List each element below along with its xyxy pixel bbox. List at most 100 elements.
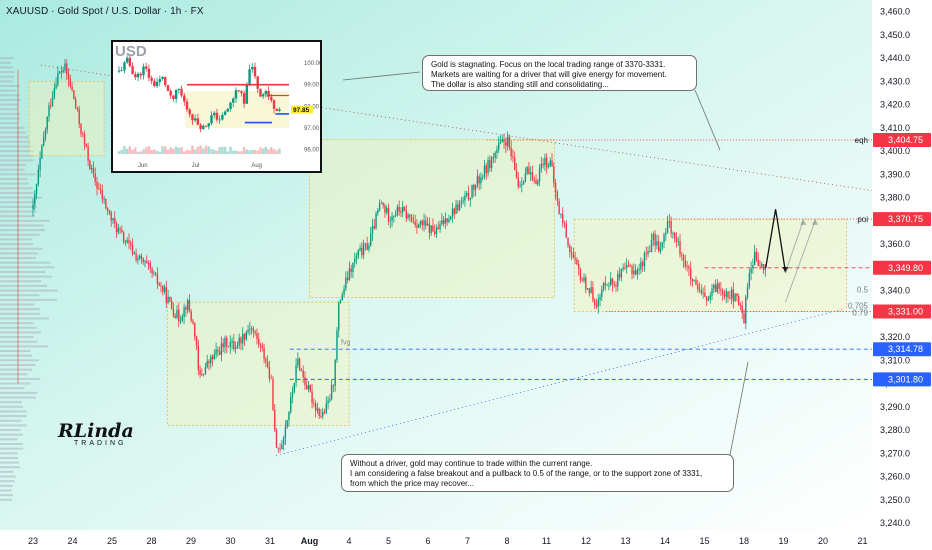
candle-body — [323, 412, 326, 413]
candle-body — [597, 299, 599, 307]
candle-body — [206, 361, 208, 368]
candle-body — [279, 448, 281, 450]
y-tick-label: 3,250.0 — [880, 495, 910, 505]
candle-body — [396, 206, 399, 215]
candle-body — [709, 295, 711, 300]
candle-body — [585, 277, 587, 290]
candle-body — [329, 399, 331, 401]
candle-body — [448, 219, 450, 223]
volume-profile-bar — [0, 112, 20, 115]
candle-body — [503, 139, 505, 143]
volume-profile-bar — [0, 229, 46, 232]
candle-body — [119, 228, 121, 230]
candle-body — [617, 273, 619, 287]
x-tick-label: 31 — [265, 536, 275, 546]
candle-body — [506, 136, 509, 146]
inset-candle-body — [193, 118, 197, 121]
volume-profile-bar — [0, 484, 13, 487]
candle-body — [263, 347, 265, 359]
candle-body — [629, 265, 631, 267]
candle-body — [190, 311, 192, 321]
projection-path[interactable] — [765, 209, 787, 273]
inset-candle-body — [256, 76, 259, 89]
candle-body — [250, 328, 253, 330]
inset-volume-bar — [155, 150, 159, 154]
candle-body — [682, 255, 685, 261]
volume-profile-bar — [0, 466, 21, 469]
alt-projection-path[interactable] — [785, 220, 804, 273]
candle-body — [274, 409, 276, 430]
x-tick-label: 15 — [699, 536, 709, 546]
candle-body — [181, 316, 184, 321]
inset-candle-body — [202, 125, 205, 130]
candle-body — [226, 338, 228, 347]
volume-profile-bar — [0, 238, 32, 241]
candle-body — [421, 220, 423, 226]
volume-profile-bar — [0, 261, 51, 264]
candle-body — [355, 255, 358, 259]
bottom-annotation-line-1: Without a driver, gold may continue to t… — [350, 459, 593, 468]
candle-body — [458, 202, 461, 211]
candle-body — [210, 356, 212, 364]
candle-body — [281, 444, 283, 450]
candle-body — [361, 247, 363, 256]
candle-body — [247, 330, 249, 333]
inset-candle-body — [248, 69, 251, 86]
x-tick-label: 23 — [28, 536, 38, 546]
inset-y-tick: 97.00 — [304, 126, 320, 132]
candle-body — [622, 267, 624, 270]
candle-body — [713, 284, 715, 289]
candle-body — [378, 203, 381, 211]
candle-body — [179, 320, 182, 322]
candle-body — [176, 309, 178, 318]
volume-profile-bar — [0, 368, 33, 371]
candle-body — [645, 253, 647, 255]
volume-profile-bar — [0, 452, 18, 455]
ascending-trendline[interactable] — [275, 308, 843, 457]
range-zone[interactable] — [28, 80, 105, 157]
candle-body — [554, 182, 557, 193]
range-zone[interactable] — [309, 139, 555, 298]
price-tag — [873, 372, 931, 387]
candle-body — [565, 223, 567, 238]
alt-projection-path[interactable] — [785, 220, 816, 303]
candle-body — [387, 207, 390, 222]
candle-body — [498, 143, 500, 150]
inset-x-tick: Jul — [192, 163, 200, 169]
inset-volume-bar — [242, 147, 246, 154]
candle-body — [727, 291, 729, 298]
candle-body — [304, 377, 306, 386]
candle-body — [643, 253, 646, 267]
x-tick-label: 12 — [581, 536, 591, 546]
inset-candle-body — [261, 94, 265, 97]
candle-body — [661, 242, 663, 248]
candle-body — [620, 269, 623, 278]
symbol-header[interactable]: XAUUSD · Gold Spot / U.S. Dollar · 1h · … — [6, 6, 204, 17]
candle-body — [593, 300, 596, 305]
candle-body — [538, 168, 541, 182]
volume-profile-bar — [0, 470, 14, 473]
range-zone[interactable] — [166, 301, 350, 426]
candle-body — [330, 384, 333, 400]
top-annotation-line-3: The dollar is also standing still and co… — [431, 80, 609, 89]
volume-profile-bar — [0, 442, 23, 445]
candle-body — [439, 224, 441, 229]
candle-body — [659, 247, 662, 252]
candle-body — [736, 293, 738, 297]
candle-body — [153, 272, 155, 274]
candle-body — [457, 204, 459, 211]
candle-body — [654, 234, 656, 246]
volume-profile-bar — [0, 85, 20, 88]
inset-y-tick: 96.00 — [304, 148, 320, 154]
volume-profile-bar — [0, 433, 23, 436]
candle-body — [393, 216, 395, 217]
y-tick-label: 3,380.0 — [880, 193, 910, 203]
candle-body — [551, 160, 553, 167]
candle-body — [151, 268, 153, 274]
candle-body — [757, 259, 759, 266]
inset-volume-bar — [259, 147, 262, 154]
candle-body — [128, 240, 130, 243]
inset-candle-body — [237, 90, 240, 92]
x-tick-label: 11 — [542, 536, 551, 546]
candle-body — [652, 234, 655, 240]
